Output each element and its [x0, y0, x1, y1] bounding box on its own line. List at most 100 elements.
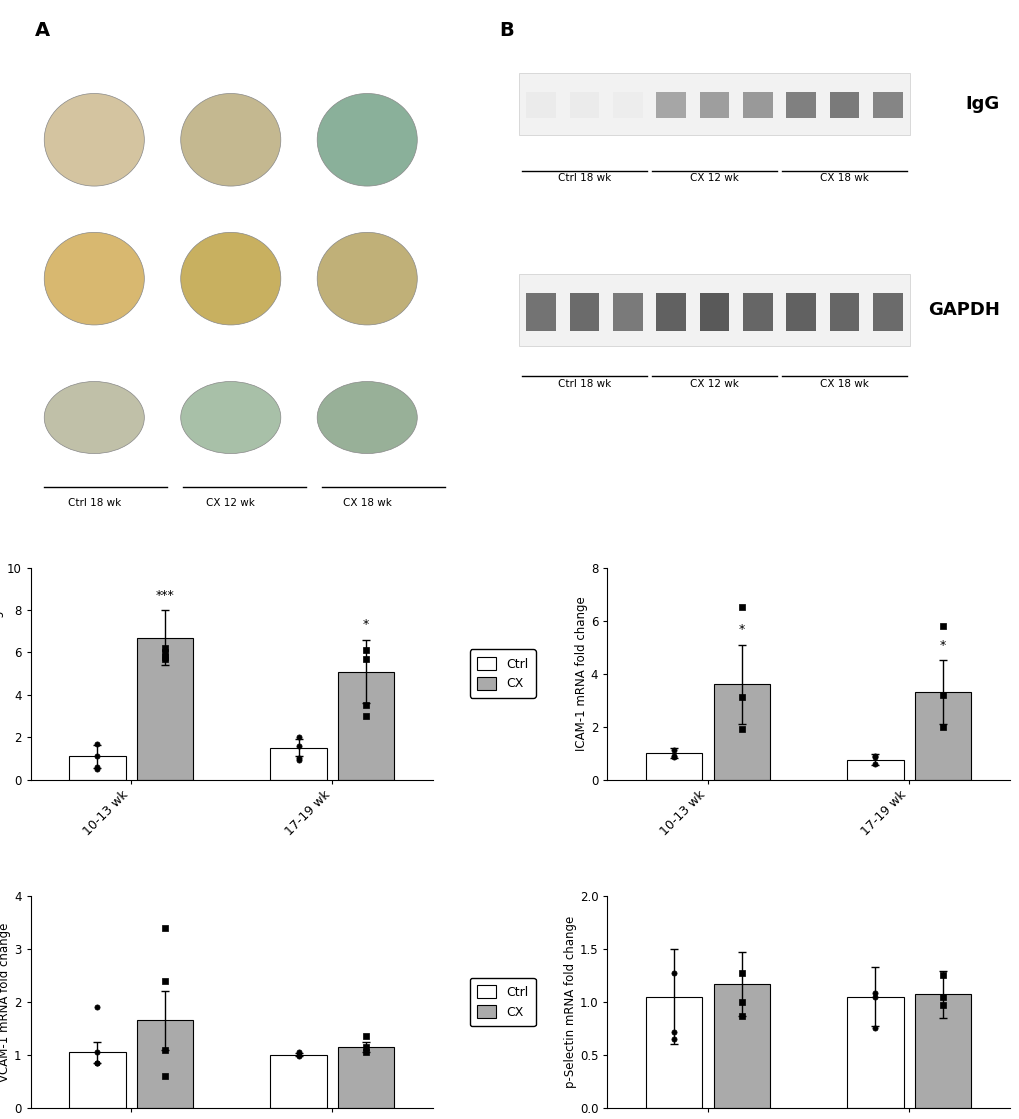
FancyBboxPatch shape: [612, 93, 642, 119]
FancyBboxPatch shape: [569, 93, 599, 119]
Ellipse shape: [180, 94, 280, 186]
Point: [665, 1029, 682, 1047]
Point: [290, 1047, 307, 1065]
Y-axis label: VCAM-1 mRNA fold change: VCAM-1 mRNA fold change: [0, 922, 11, 1082]
Point: [358, 707, 374, 725]
Point: [157, 971, 173, 989]
FancyBboxPatch shape: [872, 292, 902, 331]
Bar: [137, 638, 193, 780]
Text: IgG: IgG: [965, 95, 999, 113]
Bar: [69, 1052, 125, 1108]
Point: [157, 1068, 173, 1085]
Ellipse shape: [317, 94, 417, 186]
Bar: [847, 997, 903, 1108]
Point: [665, 1023, 682, 1041]
Bar: [270, 747, 326, 780]
Bar: [914, 995, 970, 1108]
FancyBboxPatch shape: [699, 93, 729, 119]
Point: [358, 1038, 374, 1056]
Point: [89, 747, 105, 765]
Point: [358, 650, 374, 668]
Text: CX 12 wk: CX 12 wk: [206, 498, 255, 508]
Point: [89, 758, 105, 775]
Point: [157, 650, 173, 668]
Text: CX 18 wk: CX 18 wk: [819, 379, 868, 389]
Ellipse shape: [44, 382, 144, 453]
Text: ***: ***: [156, 589, 174, 602]
Point: [934, 996, 951, 1014]
Text: CX 12 wk: CX 12 wk: [690, 173, 739, 184]
Point: [866, 1019, 882, 1037]
Bar: [337, 1047, 394, 1108]
Ellipse shape: [180, 233, 280, 325]
Text: CX 18 wk: CX 18 wk: [819, 173, 868, 184]
Point: [157, 643, 173, 661]
FancyBboxPatch shape: [829, 93, 859, 119]
Point: [934, 717, 951, 735]
Point: [290, 750, 307, 768]
Ellipse shape: [317, 382, 417, 453]
FancyBboxPatch shape: [655, 292, 686, 331]
Point: [290, 752, 307, 770]
Point: [665, 965, 682, 982]
Point: [665, 742, 682, 760]
Point: [733, 1007, 749, 1025]
Point: [157, 639, 173, 657]
Point: [866, 988, 882, 1006]
Point: [665, 749, 682, 767]
Bar: [270, 1055, 326, 1108]
Point: [290, 1043, 307, 1061]
Point: [89, 998, 105, 1016]
Point: [934, 617, 951, 634]
FancyBboxPatch shape: [743, 292, 772, 331]
FancyBboxPatch shape: [786, 93, 815, 119]
Point: [290, 1046, 307, 1064]
Point: [866, 749, 882, 767]
Bar: [713, 684, 769, 780]
Point: [934, 988, 951, 1006]
FancyBboxPatch shape: [569, 292, 599, 331]
FancyBboxPatch shape: [519, 273, 909, 346]
FancyBboxPatch shape: [786, 292, 815, 331]
Bar: [69, 756, 125, 780]
Text: Ctrl 18 wk: Ctrl 18 wk: [67, 498, 121, 508]
FancyBboxPatch shape: [699, 292, 729, 331]
Text: Ctrl 18 wk: Ctrl 18 wk: [557, 379, 610, 389]
Text: CX 12 wk: CX 12 wk: [690, 379, 739, 389]
Point: [358, 1027, 374, 1045]
Point: [157, 648, 173, 666]
Point: [934, 967, 951, 985]
Point: [157, 919, 173, 937]
Bar: [645, 997, 702, 1108]
Point: [89, 734, 105, 752]
Point: [866, 746, 882, 764]
Text: B: B: [499, 21, 514, 40]
Text: *: *: [738, 623, 744, 636]
Text: *: *: [938, 639, 946, 652]
Point: [866, 985, 882, 1003]
Point: [733, 965, 749, 982]
FancyBboxPatch shape: [612, 292, 642, 331]
Legend: Ctrl, CX: Ctrl, CX: [470, 978, 535, 1026]
Point: [157, 1041, 173, 1059]
Bar: [137, 1021, 193, 1108]
FancyBboxPatch shape: [743, 93, 772, 119]
Bar: [847, 760, 903, 780]
Point: [358, 1043, 374, 1061]
Point: [733, 721, 749, 739]
Text: CX 18 wk: CX 18 wk: [342, 498, 391, 508]
Bar: [645, 753, 702, 780]
Point: [934, 686, 951, 704]
Text: GAPDH: GAPDH: [927, 301, 999, 319]
Point: [866, 754, 882, 772]
Y-axis label: p-Selectin mRNA fold change: p-Selectin mRNA fold change: [564, 915, 577, 1088]
Point: [358, 696, 374, 714]
Point: [290, 728, 307, 746]
Point: [358, 641, 374, 659]
Ellipse shape: [44, 94, 144, 186]
FancyBboxPatch shape: [526, 292, 555, 331]
Text: A: A: [35, 21, 50, 40]
Text: Ctrl 18 wk: Ctrl 18 wk: [557, 173, 610, 184]
Y-axis label: TNFa mRNA fold change: TNFa mRNA fold change: [0, 603, 4, 744]
Point: [733, 599, 749, 617]
